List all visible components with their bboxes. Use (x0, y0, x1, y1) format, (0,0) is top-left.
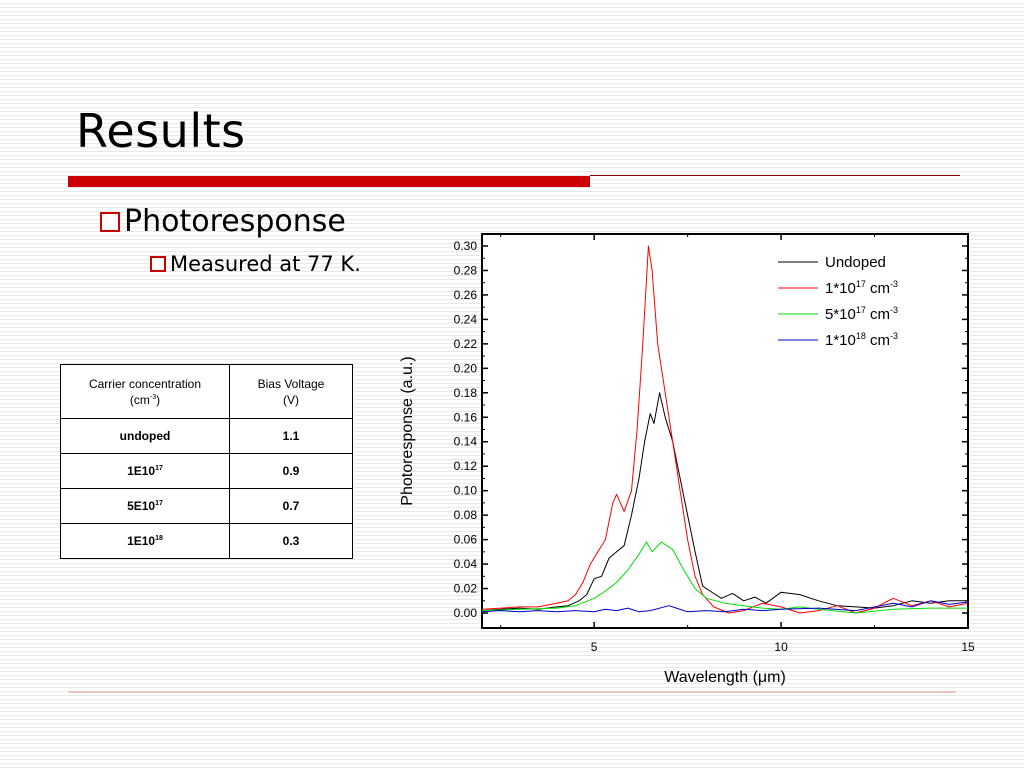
series-line (481, 245, 969, 614)
voltage-cell: 0.7 (229, 488, 353, 524)
y-tick-label: 0.28 (454, 263, 478, 277)
header-carrier-concentration: Carrier concentration (cm-3) (60, 364, 230, 419)
series-line (481, 392, 968, 612)
y-tick-label: 0.14 (454, 435, 478, 449)
y-tick-label: 0.06 (454, 533, 478, 547)
voltage-cell: 0.3 (229, 523, 353, 559)
header-bias-voltage: Bias Voltage (V) (229, 364, 353, 419)
legend-entry: 5*1017 cm-3 (825, 305, 898, 323)
subbullet-measured: Measured at 77 K. (150, 252, 361, 276)
concentration-cell: 1E1018 (60, 523, 230, 559)
x-axis-label: Wavelength (μm) (664, 669, 786, 686)
bullet-photoresponse: Photoresponse (100, 204, 346, 239)
plot-frame (481, 233, 969, 629)
y-tick-label: 0.12 (454, 459, 478, 473)
y-tick-label: 0.20 (454, 361, 478, 375)
bullet-box-icon (100, 211, 120, 232)
title-underline-rule (590, 175, 960, 176)
table-row: undoped 1.1 (60, 418, 353, 454)
y-tick-label: 0.22 (454, 337, 478, 351)
table-row: 1E1018 0.3 (60, 523, 353, 559)
y-tick-label: 0.10 (454, 484, 478, 498)
legend-entry: 1*1018 cm-3 (825, 331, 898, 349)
y-tick-label: 0.08 (454, 508, 478, 522)
y-tick-label: 0.24 (454, 312, 478, 326)
y-tick-label: 0.18 (454, 386, 478, 400)
bias-voltage-table: Carrier concentration (cm-3) Bias Voltag… (60, 364, 353, 559)
x-tick-label: 15 (961, 640, 975, 654)
y-tick-label: 0.04 (454, 557, 478, 571)
bullet-box-icon (150, 256, 166, 272)
x-tick-label: 10 (774, 640, 788, 654)
voltage-cell: 1.1 (229, 418, 353, 454)
y-axis-label: Photoresponse (a.u.) (399, 356, 416, 505)
bullet-text: Photoresponse (124, 204, 346, 239)
concentration-cell: undoped (60, 418, 230, 454)
x-tick-label: 5 (591, 640, 598, 654)
title-underline-bar (68, 176, 590, 187)
legend-entry: Undoped (825, 254, 886, 271)
subbullet-text: Measured at 77 K. (170, 252, 361, 276)
table-row: 1E1017 0.9 (60, 453, 353, 489)
y-tick-label: 0.26 (454, 288, 478, 302)
y-tick-label: 0.30 (454, 239, 478, 253)
series-line (481, 600, 969, 613)
y-tick-label: 0.02 (454, 582, 478, 596)
y-tick-label: 0.00 (454, 606, 478, 620)
y-tick-label: 0.16 (454, 410, 478, 424)
series-line (481, 541, 968, 614)
slide-title: Results (76, 104, 246, 158)
legend-entry: 1*1017 cm-3 (825, 279, 898, 297)
table-header-row: Carrier concentration (cm-3) Bias Voltag… (60, 364, 353, 419)
footer-rule (68, 691, 956, 693)
